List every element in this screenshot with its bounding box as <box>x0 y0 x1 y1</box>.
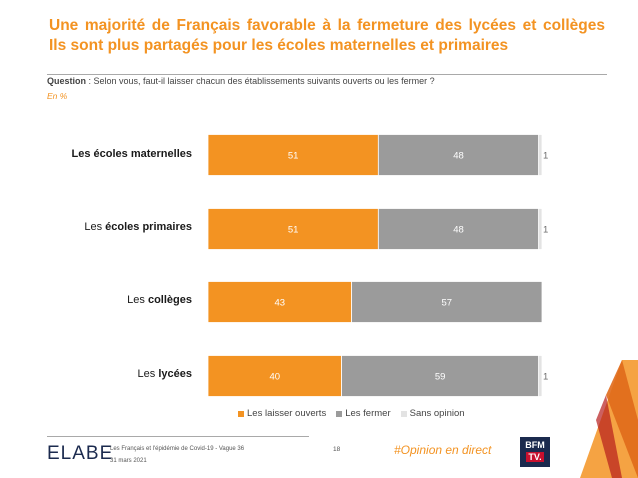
data-label-sans-opinion: 1 <box>543 151 548 162</box>
category-label-colleges: Les collèges <box>127 294 192 306</box>
question-body: : Selon vous, faut-il laisser chacun des… <box>86 76 435 86</box>
legend-swatch <box>400 410 407 417</box>
category-name: lycées <box>158 368 192 380</box>
tv-text: TV. <box>526 452 544 462</box>
bar-segment-sans-opinion <box>538 134 543 176</box>
bar-segment-fermer <box>341 355 540 397</box>
bfm-text: BFM <box>525 440 545 450</box>
legend-item-fermer: Les fermer <box>336 408 391 419</box>
bar-segment-ouverts <box>207 281 353 323</box>
legend-swatch <box>336 410 343 417</box>
elabe-logo: ELABE <box>47 443 113 465</box>
footer-source: Les Français et l'épidémie de Covid-19 -… <box>110 446 245 452</box>
data-label-ouverts: 51 <box>288 225 299 236</box>
bar-segment-fermer <box>377 208 540 250</box>
bar-segment-sans-opinion <box>538 208 543 250</box>
data-label-sans-opinion: 1 <box>543 225 548 236</box>
unit-label: En % <box>47 91 68 101</box>
title-line-2: Ils sont plus partagés pour les écoles m… <box>49 37 509 54</box>
legend-label: Sans opinion <box>409 408 465 419</box>
category-name: écoles primaires <box>105 221 192 233</box>
footer-divider <box>47 436 309 437</box>
bar-segment-ouverts <box>207 208 379 250</box>
data-label-fermer: 57 <box>442 298 453 309</box>
data-label-ouverts: 43 <box>275 298 286 309</box>
category-label-primaires: Les écoles primaires <box>84 221 192 233</box>
data-label-fermer: 59 <box>435 372 446 383</box>
hashtag: #Opinion en direct <box>394 443 492 457</box>
header-divider <box>47 74 607 75</box>
chart-title: Une majorité de Français favorable à la … <box>49 16 605 56</box>
category-name: Les écoles maternelles <box>71 148 192 160</box>
footer-date: 31 mars 2021 <box>110 458 147 464</box>
title-line-1: Une majorité de Français favorable à la … <box>49 17 605 34</box>
legend-item-sans-opinion: Sans opinion <box>400 408 465 419</box>
page-number: 18 <box>333 446 341 453</box>
category-prefix: Les <box>84 221 106 233</box>
data-label-ouverts: 51 <box>288 151 299 162</box>
category-label-lycees: Les lycées <box>138 368 192 380</box>
category-prefix: Les <box>137 368 159 380</box>
legend: Les laisser ouverts Les fermer Sans opin… <box>238 408 465 419</box>
question-label: Question <box>47 76 87 86</box>
legend-item-ouverts: Les laisser ouverts <box>238 408 326 419</box>
data-label-fermer: 48 <box>453 151 464 162</box>
bfm-tv-logo: BFM TV. <box>520 437 550 467</box>
category-name: collèges <box>147 294 192 306</box>
legend-swatch <box>238 410 244 417</box>
category-label-maternelles: Les écoles maternelles <box>72 148 192 160</box>
bar-segment-ouverts <box>207 134 379 176</box>
legend-label: Les fermer <box>345 408 391 419</box>
logo-text: ELABE <box>47 443 114 464</box>
bar-segment-ouverts <box>207 355 343 397</box>
data-label-ouverts: 40 <box>270 372 281 383</box>
bar-segment-sans-opinion <box>538 355 543 397</box>
legend-label: Les laisser ouverts <box>247 408 327 419</box>
data-label-fermer: 48 <box>453 225 464 236</box>
bar-segment-fermer <box>351 281 543 323</box>
category-prefix: Les <box>127 294 148 306</box>
question-text: Question : Selon vous, faut-il laisser c… <box>47 76 435 86</box>
data-label-sans-opinion: 1 <box>543 372 548 383</box>
